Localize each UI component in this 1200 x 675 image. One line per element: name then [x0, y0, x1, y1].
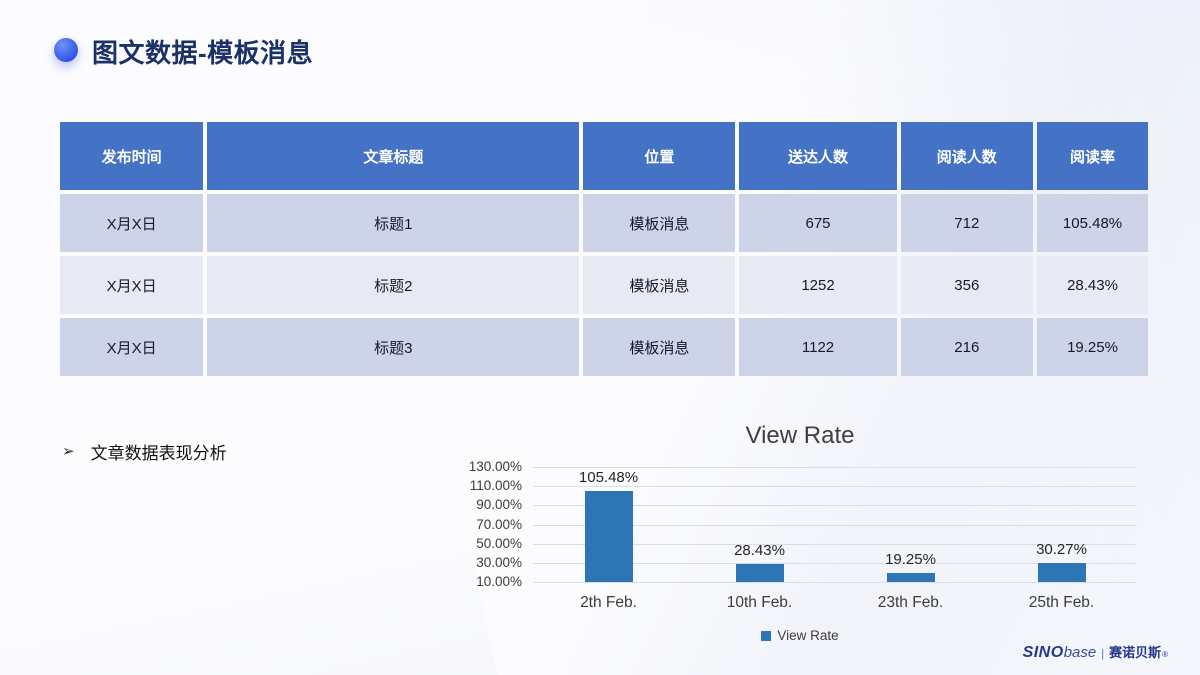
table-cell: 1122	[739, 318, 897, 376]
table-cell: 105.48%	[1037, 194, 1148, 252]
table-cell: 模板消息	[583, 318, 736, 376]
header-cell-article-title: 文章标题	[207, 122, 580, 190]
bar-data-label: 28.43%	[734, 542, 785, 560]
analysis-bullet-label: 文章数据表现分析	[90, 444, 227, 463]
chart-plot-area: 105.48% 28.43% 19.25% 30.27%	[533, 467, 1137, 583]
gridline	[533, 543, 1137, 545]
bar-slot: 19.25%	[835, 467, 986, 582]
x-tick-label: 2th Feb.	[580, 594, 637, 611]
table-cell: 216	[900, 318, 1034, 376]
table-cell: 675	[739, 194, 897, 252]
logo-base-text: base	[1063, 644, 1097, 661]
table-cell: 模板消息	[583, 256, 736, 314]
logo-chinese-text: 赛诺贝斯	[1109, 645, 1162, 660]
bar	[1037, 562, 1086, 582]
chart-bars: 105.48% 28.43% 19.25% 30.27%	[533, 467, 1137, 582]
bar-slot: 105.48%	[533, 467, 684, 582]
arrow-bullet-icon: ➢	[62, 443, 75, 460]
gridline	[533, 486, 1137, 488]
bar-data-label: 19.25%	[885, 551, 936, 569]
registered-mark-icon: ®	[1162, 650, 1168, 659]
table-cell: X月X日	[60, 194, 204, 252]
bar-data-label: 105.48%	[578, 468, 639, 486]
y-tick-label: 10.00%	[476, 574, 522, 589]
gridline	[533, 467, 1137, 468]
y-tick-label: 70.00%	[476, 516, 522, 532]
x-tick-label: 23th Feb.	[877, 594, 944, 611]
bar	[735, 564, 784, 582]
chart-y-axis: 130.00% 110.00% 90.00% 70.00% 50.00% 30.00% 10…	[440, 459, 522, 589]
legend-label: View Rate	[777, 628, 839, 643]
x-tick-label: 10th Feb.	[726, 594, 793, 611]
y-tick-label: 90.00%	[476, 497, 522, 513]
chart-legend: View Rate	[440, 628, 1160, 643]
table-cell: X月X日	[60, 318, 204, 376]
analysis-bullet: ➢ 文章数据表现分析	[62, 439, 227, 464]
bar-slot: 28.43%	[684, 467, 835, 582]
header-cell-read-rate: 阅读率	[1037, 122, 1148, 190]
logo-sino-text: SINO	[1022, 644, 1064, 661]
table-cell: 712	[900, 194, 1034, 252]
chart-title: View Rate	[745, 422, 855, 449]
table-cell: 模板消息	[583, 194, 736, 252]
logo-divider: |	[1101, 648, 1105, 660]
y-tick-label: 30.00%	[476, 554, 522, 570]
bar	[886, 573, 935, 582]
gridline	[533, 562, 1137, 564]
bar	[584, 490, 633, 582]
table-cell: 标题1	[207, 194, 580, 252]
table-cell: 19.25%	[1037, 318, 1148, 376]
table-cell: 1252	[739, 256, 897, 314]
table-cell: 356	[900, 256, 1034, 314]
view-rate-chart: View Rate 130.00% 110.00% 90.00% 70.00% 50.0…	[440, 418, 1160, 658]
bar-slot: 30.27%	[986, 467, 1137, 582]
page-title: 图文数据-模板消息	[92, 38, 314, 68]
table-cell: X月X日	[60, 256, 204, 314]
table-cell: 28.43%	[1037, 256, 1148, 314]
y-tick-label: 130.00%	[468, 459, 522, 474]
header-cell-position: 位置	[583, 122, 736, 190]
header-cell-publish-time: 发布时间	[60, 122, 204, 190]
header-cell-read-count: 阅读人数	[900, 122, 1034, 190]
gridline	[533, 582, 1137, 583]
message-data-table: 发布时间 文章标题 位置 送达人数 阅读人数 阅读率 X月X日 标题1 模板消息…	[60, 122, 1148, 376]
title-bullet-dot	[54, 38, 78, 62]
y-tick-label: 110.00%	[469, 478, 522, 494]
table-cell: 标题2	[207, 256, 580, 314]
table-cell: 标题3	[207, 318, 580, 376]
chart-x-axis: 2th Feb. 10th Feb. 23th Feb. 25th Feb.	[533, 594, 1137, 612]
x-tick-label: 25th Feb.	[1028, 594, 1095, 611]
bar-data-label: 30.27%	[1036, 540, 1087, 558]
legend-swatch-icon	[761, 630, 772, 641]
sinobase-logo: SINO base | 赛诺贝斯 ®	[1023, 642, 1168, 662]
gridline	[533, 505, 1137, 507]
gridline	[533, 524, 1137, 526]
header-cell-delivered: 送达人数	[739, 122, 897, 190]
y-tick-label: 50.00%	[476, 535, 522, 551]
